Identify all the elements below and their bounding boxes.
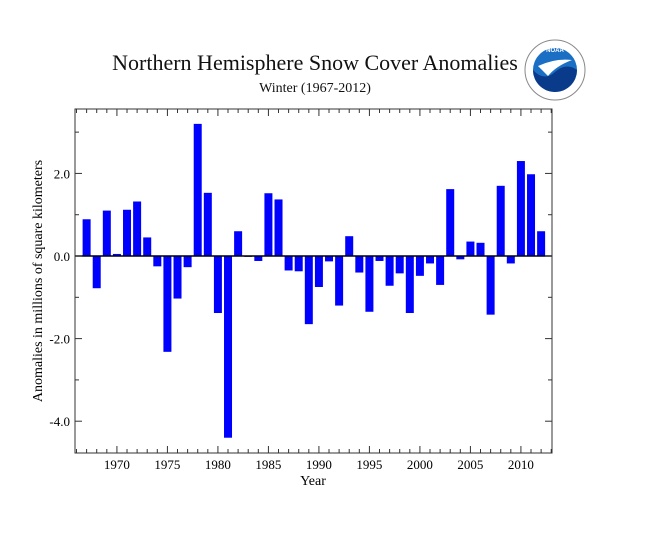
bar-1991 <box>325 256 334 262</box>
bar-1977 <box>183 256 192 268</box>
y-tick-label: 0.0 <box>54 249 70 264</box>
bar-1972 <box>133 201 142 257</box>
y-tick-label: -2.0 <box>49 332 70 347</box>
bar-1999 <box>405 256 414 314</box>
bar-2000 <box>415 256 424 276</box>
bar-1980 <box>213 256 222 314</box>
chart-title: Northern Hemisphere Snow Cover Anomalies <box>112 50 518 75</box>
y-axis-label: Anomalies in millions of square kilomete… <box>31 160 46 402</box>
bar-1979 <box>203 192 212 257</box>
y-tick-label: -4.0 <box>49 414 70 429</box>
bar-2009 <box>506 256 515 264</box>
bar-2004 <box>456 256 465 260</box>
bar-1997 <box>385 256 394 286</box>
bar-1973 <box>143 237 152 257</box>
bar-1975 <box>163 256 172 352</box>
bar-1970 <box>112 253 121 257</box>
x-tick-label: 1975 <box>154 457 180 472</box>
bar-1996 <box>375 256 384 261</box>
x-tick-label: 1980 <box>205 457 231 472</box>
bar-1986 <box>274 199 283 257</box>
bar-2007 <box>486 256 495 315</box>
bar-1971 <box>123 209 132 257</box>
bar-1969 <box>102 210 111 257</box>
bar-2011 <box>527 174 536 257</box>
bar-1987 <box>284 256 293 271</box>
bar-2012 <box>537 231 546 257</box>
plot-frame <box>74 108 553 454</box>
bar-1994 <box>355 256 364 273</box>
bar-1974 <box>153 256 162 267</box>
x-tick-label: 2005 <box>457 457 483 472</box>
bar-2010 <box>516 161 525 257</box>
x-axis-label: Year <box>300 474 326 489</box>
bar-1993 <box>345 236 354 257</box>
x-tick-label: 1990 <box>306 457 332 472</box>
x-tick-label: 1985 <box>255 457 281 472</box>
bar-2002 <box>436 256 445 285</box>
x-tick-label: 1970 <box>104 457 130 472</box>
svg-text:NOAA: NOAA <box>546 48 564 54</box>
bar-1989 <box>304 256 313 325</box>
bar-1985 <box>264 193 273 257</box>
x-tick-label: 2010 <box>508 457 534 472</box>
bar-1992 <box>335 256 344 306</box>
bar-1995 <box>365 256 374 312</box>
x-tick-label: 2000 <box>407 457 433 472</box>
bar-2008 <box>496 185 505 257</box>
noaa-logo: NOAA <box>524 39 586 101</box>
bar-2005 <box>466 241 475 257</box>
y-tick-label: 2.0 <box>54 166 70 181</box>
bar-1982 <box>234 231 243 257</box>
chart-subtitle: Winter (1967-2012) <box>259 81 371 96</box>
bar-1976 <box>173 256 182 299</box>
bar-1984 <box>254 256 263 261</box>
bar-1978 <box>193 123 202 257</box>
bar-1967 <box>82 219 91 257</box>
bar-1990 <box>314 256 323 287</box>
bar-2006 <box>476 242 485 257</box>
bar-2003 <box>446 189 455 257</box>
bar-2001 <box>426 256 435 264</box>
bar-1998 <box>395 256 404 274</box>
bar-1988 <box>294 256 303 272</box>
bar-1981 <box>224 256 233 438</box>
bar-1968 <box>92 256 101 289</box>
x-tick-label: 1995 <box>356 457 382 472</box>
